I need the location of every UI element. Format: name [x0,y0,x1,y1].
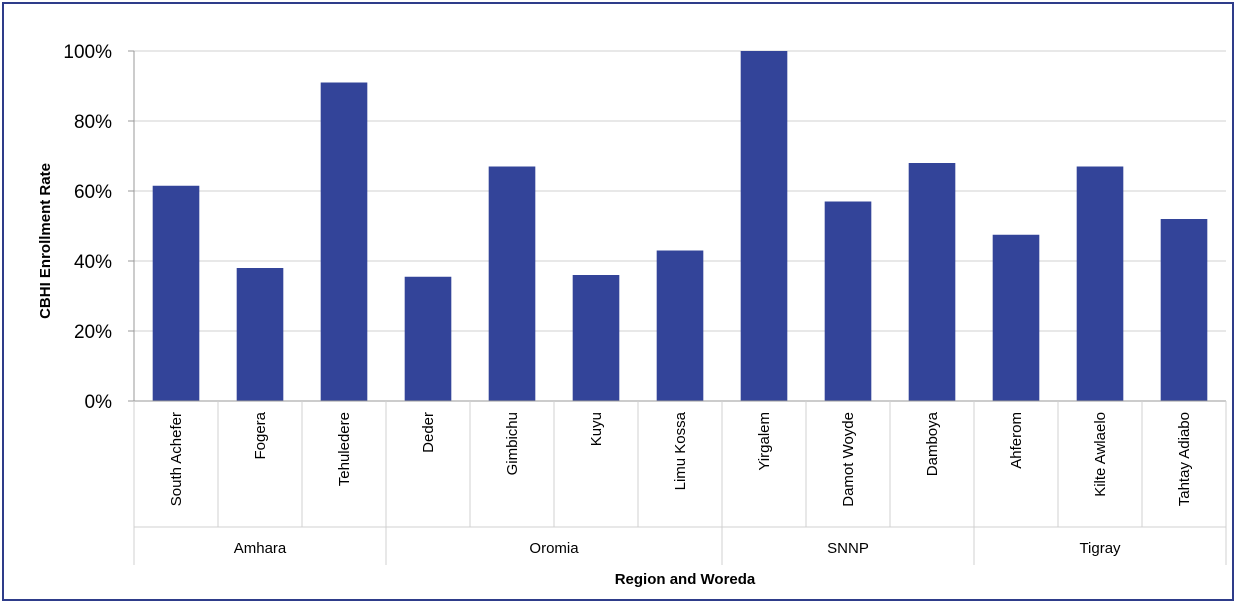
x-tick-label: Ahferom [1008,412,1025,469]
bar [404,276,452,401]
bar [236,268,284,401]
y-tick-label: 40% [74,252,112,273]
bar [1160,219,1208,401]
x-tick-label: South Achefer [168,412,185,506]
y-tick-label: 0% [85,392,113,413]
x-tick-label: Damboya [924,411,941,476]
bar [572,275,620,401]
x-tick-label: Damot Woyde [840,412,857,507]
y-axis-title: CBHI Enrollment Rate [37,163,54,319]
x-tick-label: Kuyu [588,412,605,446]
x-tick-label: Fogera [252,411,269,459]
x-tick-label: Limu Kossa [672,411,689,490]
x-tick-label: Kilte Awlaelo [1092,412,1109,497]
bar [992,234,1040,401]
group-label: Amhara [234,540,287,557]
group-label: Oromia [529,540,579,557]
bar [824,201,872,401]
x-axis-title: Region and Woreda [615,571,756,588]
y-tick-label: 60% [74,182,112,203]
group-label: SNNP [827,540,869,557]
y-tick-label: 20% [74,322,112,343]
group-label: Tigray [1079,540,1121,557]
bar [152,185,200,401]
y-tick-label: 80% [74,112,112,133]
x-tick-label: Tahtay Adiabo [1176,412,1193,506]
bar [488,166,536,401]
y-tick-label: 100% [63,42,112,63]
x-tick-label: Gimbichu [504,412,521,475]
bar [908,163,956,401]
x-tick-label: Tehuledere [336,412,353,486]
bar [1076,166,1124,401]
bar [320,82,368,401]
axes [128,50,1227,565]
x-tick-label: Yirgalem [756,412,773,471]
x-tick-label: Deder [420,412,437,453]
labels: 0% 20% 40% 60% 80% 100% South Achefer Fogera Teh… [63,42,1193,557]
bars [152,51,1208,401]
bar [656,250,704,401]
bar [740,51,788,401]
